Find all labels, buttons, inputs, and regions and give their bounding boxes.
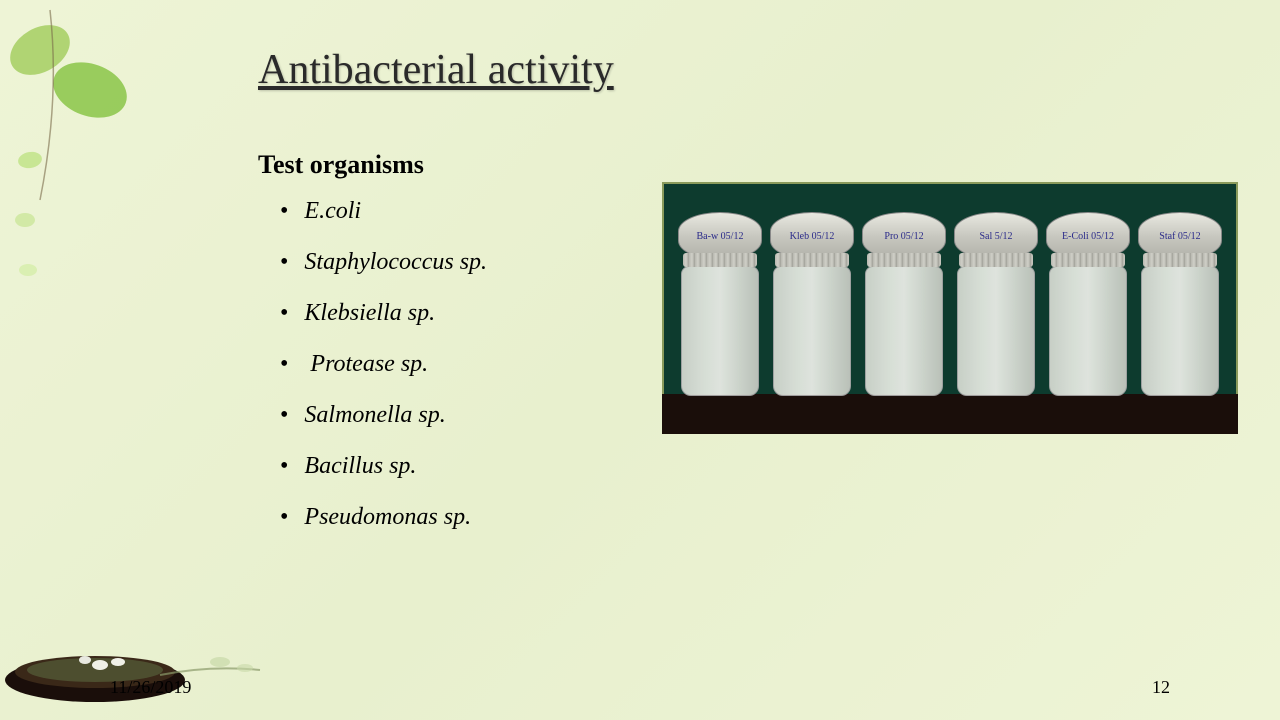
vial: Sal 5/12 [951,212,1041,396]
list-item: Staphylococcus sp. [280,249,487,276]
list-item: Bacillus sp. [280,453,487,480]
vial-cap-label: Staf 05/12 [1138,212,1222,260]
slide-title: Antibacterial activity [258,46,614,94]
vial-cap-label: E-Coli 05/12 [1046,212,1130,260]
vial: Ba-w 05/12 [675,212,765,396]
vial-cap-label: Ba-w 05/12 [678,212,762,260]
footer-page-number: 12 [1152,677,1170,698]
vial: Pro 05/12 [859,212,949,396]
vial: Kleb 05/12 [767,212,857,396]
vials-figure: Ba-w 05/12 Kleb 05/12 Pro 05/12 Sal 5/12… [662,182,1238,434]
vial: E-Coli 05/12 [1043,212,1133,396]
list-item: Protease sp. [280,351,487,378]
vials-image: Ba-w 05/12 Kleb 05/12 Pro 05/12 Sal 5/12… [662,182,1238,398]
vial-cap-label: Sal 5/12 [954,212,1038,260]
vial: Staf 05/12 [1135,212,1225,396]
list-item: Klebsiella sp. [280,300,487,327]
vial-cap-label: Kleb 05/12 [770,212,854,260]
vial-cap-label: Pro 05/12 [862,212,946,260]
organism-list: E.coli Staphylococcus sp. Klebsiella sp.… [280,198,487,555]
list-item: Pseudomonas sp. [280,504,487,531]
bowl-decoration [0,580,280,720]
leaf-decoration [0,0,200,350]
footer-date: 11/26/2019 [110,677,191,698]
list-item: E.coli [280,198,487,225]
list-item: Salmonella sp. [280,402,487,429]
subtitle: Test organisms [258,150,424,180]
